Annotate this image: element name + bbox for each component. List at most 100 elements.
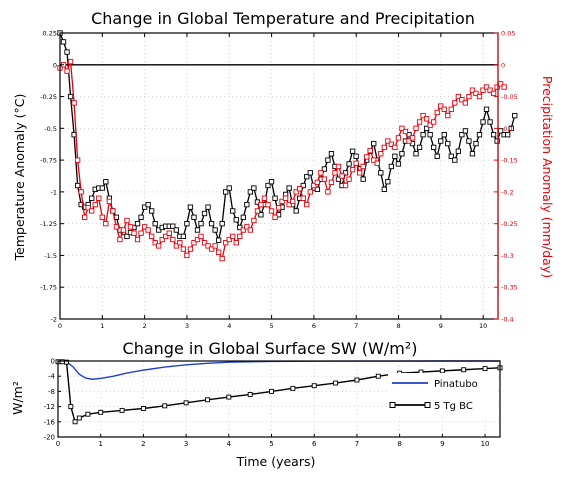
data-point-temperature (490, 132, 497, 138)
data-point-temperature (219, 221, 225, 227)
y-tick-label-right: -0.25 (501, 220, 518, 228)
y-tick-label-left: -0.75 (40, 157, 57, 165)
data-point-5-tg-bc (269, 388, 274, 394)
y-tick-label: -4 (48, 373, 56, 381)
data-point-precipitation (138, 230, 144, 236)
data-point-temperature (420, 132, 426, 138)
data-point-temperature (395, 161, 402, 167)
data-point-temperature (381, 186, 387, 192)
data-point-temperature (233, 217, 239, 223)
data-point-precipitation (247, 227, 254, 233)
data-point-precipitation (275, 205, 282, 211)
x-tick-label: 1 (100, 322, 104, 330)
data-point-precipitation (120, 227, 127, 233)
y-axis-label-bottom: W/m² (10, 381, 25, 415)
x-tick-label: 9 (440, 440, 444, 448)
data-point-precipitation (459, 97, 465, 103)
data-point-precipitation (480, 87, 486, 93)
data-point-precipitation (208, 246, 215, 252)
data-point-temperature (67, 93, 74, 100)
data-point-5-tg-bc (59, 359, 65, 365)
y-tick-label-right: 0 (501, 61, 505, 69)
data-point-temperature (265, 182, 271, 189)
data-point-precipitation (173, 243, 179, 249)
data-point-precipitation (318, 170, 324, 176)
data-point-precipitation (409, 135, 416, 141)
data-point-precipitation (286, 201, 292, 208)
y-tick-label: -20 (44, 434, 55, 442)
data-point-temperature (149, 208, 155, 214)
data-point-temperature (194, 227, 201, 233)
data-point-precipitation (304, 201, 310, 208)
y-tick-label: -16 (44, 418, 56, 426)
data-point-temperature (138, 214, 144, 220)
data-point-temperature (469, 151, 476, 157)
data-point-5-tg-bc (375, 373, 381, 379)
data-point-precipitation (381, 144, 387, 151)
data-point-precipitation (272, 214, 278, 220)
data-point-precipitation (145, 227, 151, 233)
data-point-precipitation (64, 68, 70, 74)
data-point-temperature (180, 233, 187, 240)
x-tick-label: 1 (98, 440, 102, 448)
data-point-temperature (459, 132, 465, 138)
data-point-precipitation (364, 154, 370, 160)
data-point-temperature (170, 223, 176, 229)
data-point-precipitation (226, 236, 232, 243)
chart-title-top: Change in Global Temperature and Precipi… (91, 9, 475, 28)
data-point-precipitation (431, 119, 437, 125)
data-point-precipitation (166, 230, 172, 236)
data-point-precipitation (427, 122, 433, 128)
x-tick-label: 5 (270, 322, 274, 330)
data-point-temperature (438, 138, 444, 144)
data-point-precipitation (67, 58, 74, 65)
data-point-temperature (134, 221, 141, 227)
data-point-precipitation (300, 195, 306, 201)
y-tick-label-right: -0.2 (501, 188, 514, 196)
data-point-temperature (448, 153, 454, 159)
data-point-5-tg-bc (247, 391, 253, 397)
data-point-temperature (480, 119, 486, 125)
data-point-temperature (349, 148, 356, 154)
x-tick-label: 0 (58, 322, 62, 330)
data-point-precipitation (71, 100, 77, 106)
x-tick-label: 0 (56, 440, 60, 448)
data-point-precipitation (325, 189, 331, 195)
data-point-precipitation (219, 255, 225, 262)
data-point-precipitation (106, 198, 113, 205)
plot-frame-top (59, 32, 499, 320)
data-point-5-tg-bc (439, 368, 445, 374)
y-tick-label-right: -0.3 (501, 252, 514, 260)
data-point-precipitation (163, 233, 169, 240)
data-point-precipitation (385, 138, 391, 144)
data-point-temperature (74, 182, 81, 189)
data-point-temperature (272, 195, 278, 201)
data-point-5-tg-bc (85, 411, 91, 417)
data-point-temperature (212, 227, 218, 233)
data-point-precipitation (156, 243, 162, 249)
data-point-temperature (335, 176, 342, 182)
data-point-5-tg-bc (119, 407, 125, 413)
data-point-temperature (494, 138, 500, 144)
data-point-precipitation (74, 157, 81, 163)
data-point-5-tg-bc (68, 404, 74, 410)
x-tick-label: 4 (227, 322, 231, 330)
y-tick-label-left: -0.25 (40, 93, 57, 101)
data-point-temperature (378, 170, 384, 176)
data-point-temperature (505, 132, 511, 138)
y-tick-label-right: -0.15 (501, 157, 518, 165)
x-tick-label: 4 (227, 440, 232, 448)
data-point-temperature (321, 166, 328, 172)
data-point-precipitation (476, 93, 483, 100)
data-point-precipitation (490, 90, 497, 97)
data-point-precipitation (177, 240, 183, 246)
data-point-precipitation (356, 170, 363, 176)
data-point-precipitation (392, 144, 398, 151)
data-point-temperature (173, 227, 179, 233)
y-tick-label: -8 (48, 388, 55, 396)
y-tick-label-right: -0.1 (501, 125, 514, 133)
data-point-precipitation (110, 208, 116, 214)
data-point-temperature (191, 214, 197, 220)
y-tick-label-right: -0.05 (501, 93, 518, 101)
data-point-precipitation (483, 84, 490, 90)
